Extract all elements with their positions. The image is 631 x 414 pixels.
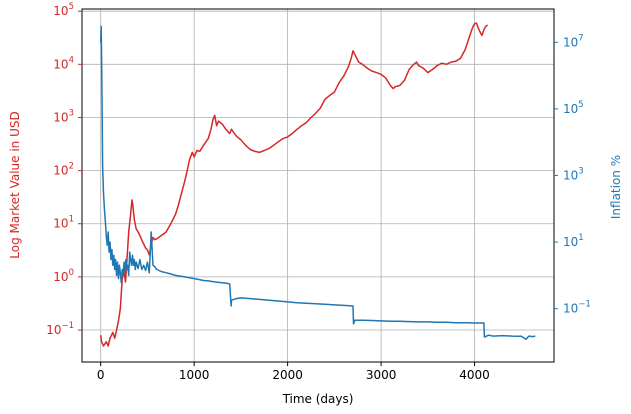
x-axis-ticks: 0 1000 2000 3000 4000 — [97, 362, 490, 382]
market-value-line — [99, 22, 489, 347]
x-tick-label: 4000 — [459, 368, 490, 382]
right-axis-ticks: 10−1 101 103 105 107 — [554, 33, 591, 316]
left-tick-label: 102 — [53, 162, 74, 178]
left-tick-label: 104 — [53, 55, 74, 71]
x-axis-label: Time (days) — [282, 392, 354, 406]
x-tick-label: 1000 — [179, 368, 210, 382]
inflation-series — [99, 25, 536, 341]
grid-lines — [82, 9, 554, 362]
x-tick-label: 2000 — [272, 368, 303, 382]
left-tick-label: 10−1 — [46, 321, 74, 337]
x-tick-label: 0 — [97, 368, 105, 382]
left-tick-label: 105 — [53, 2, 74, 18]
right-tick-label: 103 — [563, 166, 584, 182]
right-axis-label: Inflation % — [609, 155, 623, 219]
right-tick-label: 105 — [563, 100, 584, 116]
market-value-series — [99, 22, 489, 347]
left-tick-label: 101 — [53, 215, 74, 231]
right-tick-label: 107 — [563, 33, 584, 49]
plot-frame — [81, 8, 555, 363]
right-tick-label: 10−1 — [563, 300, 591, 316]
left-tick-label: 103 — [53, 108, 74, 124]
x-tick-label: 3000 — [366, 368, 397, 382]
left-axis-label: Log Market Value in USD — [8, 111, 22, 258]
inflation-line — [99, 25, 536, 341]
left-axis-ticks: 10−1 100 101 102 103 104 105 — [46, 2, 82, 337]
right-tick-label: 101 — [563, 233, 584, 249]
left-tick-label: 100 — [53, 268, 74, 284]
